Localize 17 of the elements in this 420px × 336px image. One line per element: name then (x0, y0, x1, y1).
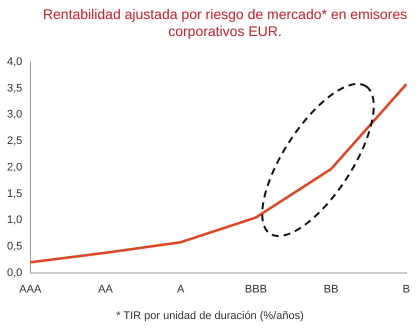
x-tick-label: BBB (244, 283, 267, 296)
y-tick-label: 2,0 (6, 161, 22, 174)
text: * TIR por unidad de duración (%/años) (115, 310, 305, 322)
x-tick-label: AA (98, 283, 114, 296)
x-tick-label: AAA (19, 283, 42, 296)
y-tick-label: 2,5 (6, 135, 22, 148)
chart-title: Rentabilidad ajustada por riesgo de mercado* en emisores corporativos EUR. (42, 6, 408, 40)
y-tick-label: 1,5 (6, 188, 22, 200)
y-tick-label: 3,0 (6, 108, 22, 121)
y-tick-label: 4,0 (6, 56, 22, 68)
x-tick-label: BB (324, 283, 338, 296)
y-tick-label: 0,5 (6, 240, 22, 252)
y-tick-label: 3,5 (6, 82, 22, 94)
x-tick-label: B (402, 283, 410, 296)
y-tick-label: 0,0 (6, 266, 22, 279)
x-tick-label: A (177, 283, 186, 296)
y-tick-label: 1,0 (6, 214, 22, 226)
